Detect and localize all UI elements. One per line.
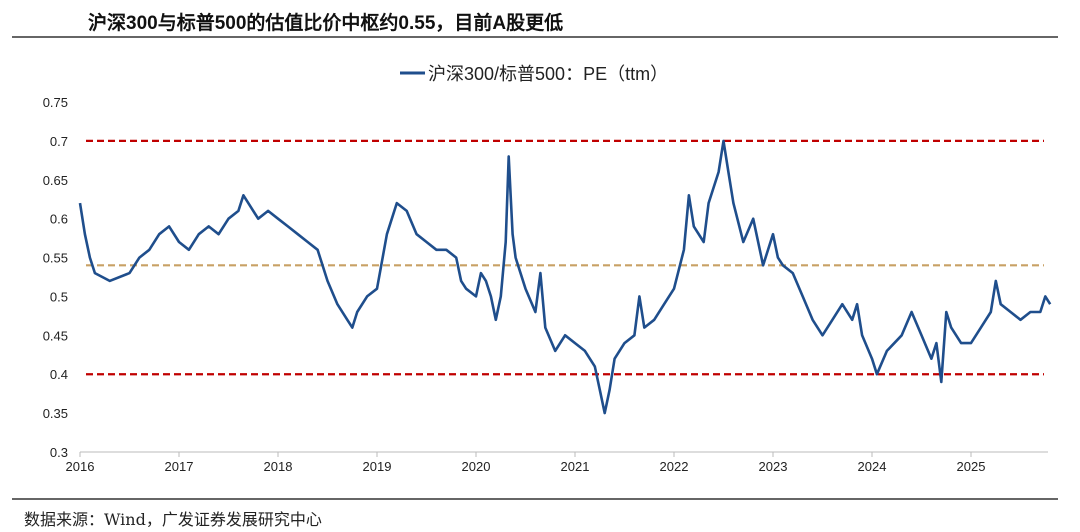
y-tick-label: 0.5 — [50, 289, 68, 304]
y-tick-label: 0.55 — [43, 251, 68, 266]
x-tick-label: 2021 — [561, 459, 590, 474]
y-tick-label: 0.65 — [43, 173, 68, 188]
y-tick-label: 0.75 — [43, 95, 68, 110]
chart-title: 沪深300与标普500的估值比价中枢约0.55，目前A股更低 — [88, 13, 564, 34]
legend-label: 沪深300/标普500：PE（ttm） — [428, 64, 668, 84]
y-tick-label: 0.35 — [43, 406, 68, 421]
legend: 沪深300/标普500：PE（ttm） — [400, 64, 668, 84]
series-line — [78, 139, 1052, 415]
y-tick-label: 0.7 — [50, 134, 68, 149]
footer-divider — [12, 498, 1058, 500]
y-tick-label: 0.6 — [50, 212, 68, 227]
x-tick-label: 2024 — [858, 459, 887, 474]
y-tick-label: 0.3 — [50, 445, 68, 460]
y-tick-label: 0.45 — [43, 328, 68, 343]
y-tick-label: 0.4 — [50, 367, 68, 382]
x-tick-label: 2016 — [66, 459, 95, 474]
x-tick-label: 2019 — [363, 459, 392, 474]
x-tick-label: 2018 — [264, 459, 293, 474]
x-tick-label: 2025 — [957, 459, 986, 474]
x-tick-label: 2020 — [462, 459, 491, 474]
x-tick-label: 2023 — [759, 459, 788, 474]
x-tick-label: 2022 — [660, 459, 689, 474]
source-note: 数据来源：Wind，广发证券发展研究中心 — [24, 510, 322, 529]
title-divider — [12, 36, 1058, 38]
x-tick-label: 2017 — [165, 459, 194, 474]
